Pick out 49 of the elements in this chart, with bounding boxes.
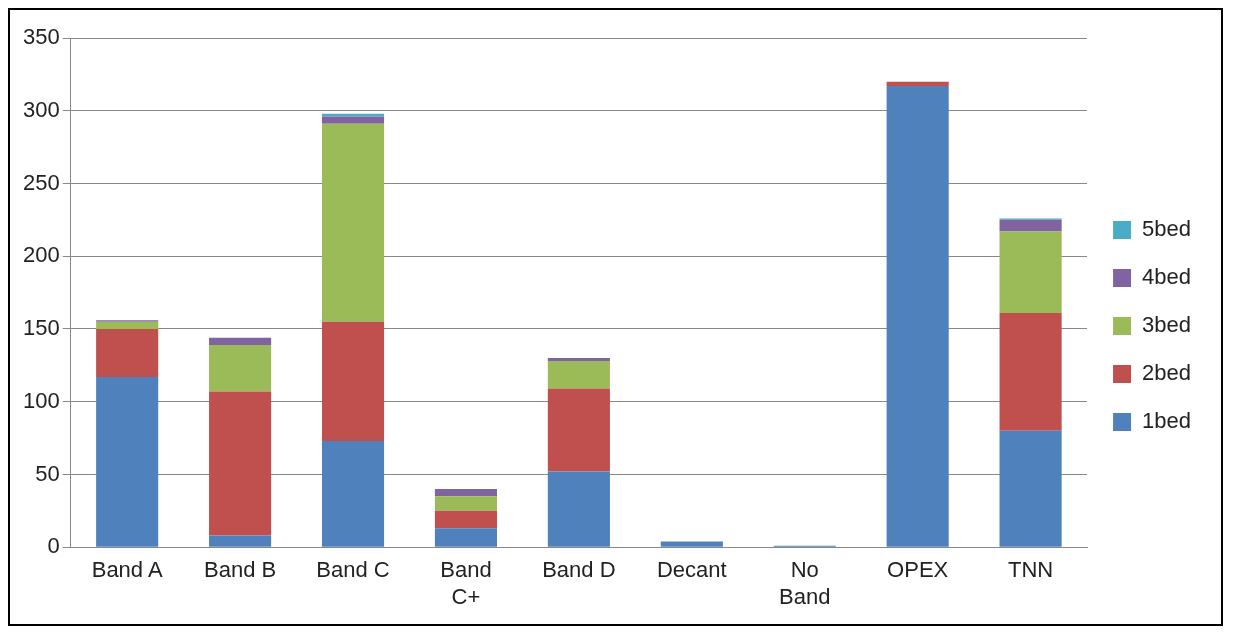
x-tick-label: No Band — [779, 557, 831, 609]
bar — [434, 496, 498, 511]
bar — [999, 219, 1062, 232]
bar — [547, 358, 610, 361]
bar — [321, 123, 385, 322]
y-tick-label: 200 — [22, 242, 60, 268]
bar — [209, 337, 272, 345]
x-tick-label: Band B — [204, 557, 277, 583]
bar — [886, 86, 949, 547]
x-tick-label: Band C — [316, 557, 390, 583]
x-tick-label: Band D — [542, 557, 616, 583]
bar — [999, 231, 1062, 313]
y-tick-label: 150 — [22, 315, 60, 341]
x-tick-label: TNN — [1007, 557, 1054, 583]
bar — [209, 344, 272, 392]
legend-label: 4bed — [1142, 264, 1192, 290]
bar — [209, 535, 272, 547]
legend-label: 5bed — [1142, 216, 1192, 242]
x-tick-label: OPEX — [887, 557, 949, 583]
bar — [434, 528, 498, 547]
y-tick-label: 250 — [22, 169, 60, 195]
x-tick-label: Band C+ — [440, 557, 492, 609]
bar — [96, 328, 159, 377]
bar — [321, 441, 385, 547]
bar — [434, 489, 498, 497]
bar — [209, 391, 272, 536]
bar — [547, 471, 610, 547]
bar — [321, 116, 385, 124]
legend-label: 1bed — [1142, 408, 1192, 434]
bar — [547, 360, 610, 389]
bar — [434, 510, 498, 529]
y-tick-label: 350 — [22, 24, 60, 50]
bar — [321, 113, 385, 117]
y-tick-label: 50 — [35, 460, 60, 486]
x-tick-label: Band A — [91, 557, 163, 583]
bar — [321, 321, 385, 441]
legend-label: 3bed — [1142, 312, 1192, 338]
legend-label: 2bed — [1142, 360, 1192, 386]
bar — [999, 430, 1062, 547]
bar — [96, 376, 159, 547]
bar — [660, 541, 723, 547]
x-tick-label: Decant — [656, 557, 727, 583]
y-tick-label: 100 — [22, 387, 60, 413]
bar — [999, 312, 1062, 431]
bar — [886, 81, 949, 87]
bar — [547, 388, 610, 472]
bar — [96, 321, 159, 329]
y-tick-label: 300 — [22, 96, 60, 122]
y-tick-label: 0 — [47, 533, 60, 559]
